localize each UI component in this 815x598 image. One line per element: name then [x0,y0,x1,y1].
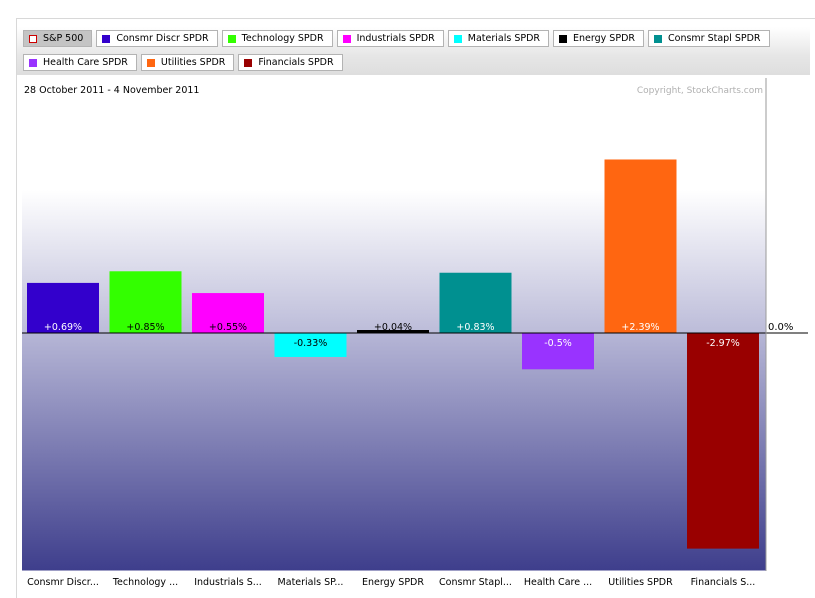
legend-swatch [29,58,37,67]
legend-label: Technology SPDR [241,33,324,44]
legend-item[interactable]: S&P 500 [23,30,93,47]
category-label: Utilities SPDR [608,577,673,588]
legend-swatch [654,34,662,43]
date-range: 28 October 2011 - 4 November 2011 [24,85,199,96]
category-label: Energy SPDR [362,577,424,588]
legend-swatch [146,58,155,67]
legend-item[interactable]: Consmr Stapl SPDR [648,30,770,47]
bar [687,333,759,549]
bar [27,282,99,333]
category-label: Financials S... [691,577,756,588]
legend-label: Health Care SPDR [43,57,128,68]
category-label: Consmr Discr... [27,577,99,588]
legend-swatch [453,34,462,43]
copyright: Copyright, StockCharts.com [637,86,763,96]
category-label: Materials SP... [278,577,344,588]
bar-value-label: -2.97% [706,338,740,349]
bar [357,330,429,333]
chart-frame [16,18,815,598]
legend-label: S&P 500 [43,33,84,44]
bar-value-label: +0.04% [374,322,412,333]
category-label: Health Care ... [524,577,592,588]
legend-swatch [29,34,37,43]
bar [109,271,182,333]
legend-item[interactable]: Financials SPDR [238,54,343,71]
bar [192,293,264,333]
legend-swatch [559,34,568,43]
bar [274,333,347,357]
bar [439,272,512,333]
legend-item[interactable]: Materials SPDR [447,30,550,47]
bar [604,159,677,333]
zero-label: 0.0% [768,322,793,333]
legend-label: Industrials SPDR [356,33,435,44]
bar-value-label: -0.5% [544,338,572,349]
legend-row: S&P 500 Consmr Discr SPDR Technology SPDR I… [23,30,774,47]
legend-item[interactable]: Industrials SPDR [336,30,444,47]
bar-value-label: -0.33% [294,338,328,349]
legend-swatch [342,34,351,43]
legend-label: Consmr Discr SPDR [116,33,209,44]
category-label: Consmr Stapl... [439,577,512,588]
legend-label: Consmr Stapl SPDR [668,33,761,44]
bar-value-label: +0.85% [126,322,164,333]
legend-swatch [244,58,253,67]
legend-swatch [227,34,236,43]
legend-label: Utilities SPDR [160,57,226,68]
legend-label: Financials SPDR [258,57,334,68]
category-label: Industrials S... [194,577,262,588]
legend-item[interactable]: Consmr Discr SPDR [96,30,218,47]
bar-value-label: +0.83% [456,322,494,333]
legend-label: Energy SPDR [573,33,635,44]
bar [522,333,594,370]
legend-item[interactable]: Health Care SPDR [23,54,137,71]
legend-item[interactable]: Energy SPDR [553,30,644,47]
legend-item[interactable]: Technology SPDR [221,30,333,47]
legend-swatch [102,34,111,43]
category-label: Technology ... [112,577,178,588]
legend-bar: S&P 500 Consmr Discr SPDR Technology SPDR I… [17,27,810,75]
legend-item[interactable]: Utilities SPDR [140,54,235,71]
bar-value-label: +2.39% [621,322,659,333]
legend-label: Materials SPDR [467,33,541,44]
bar-value-label: +0.69% [44,322,82,333]
legend-row: Health Care SPDR Utilities SPDR Financials… [23,54,347,71]
bar-value-label: +0.55% [209,322,247,333]
plot-background-lower [22,333,766,571]
